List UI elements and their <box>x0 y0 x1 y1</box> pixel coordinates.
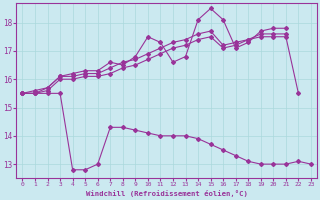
X-axis label: Windchill (Refroidissement éolien,°C): Windchill (Refroidissement éolien,°C) <box>86 190 248 197</box>
